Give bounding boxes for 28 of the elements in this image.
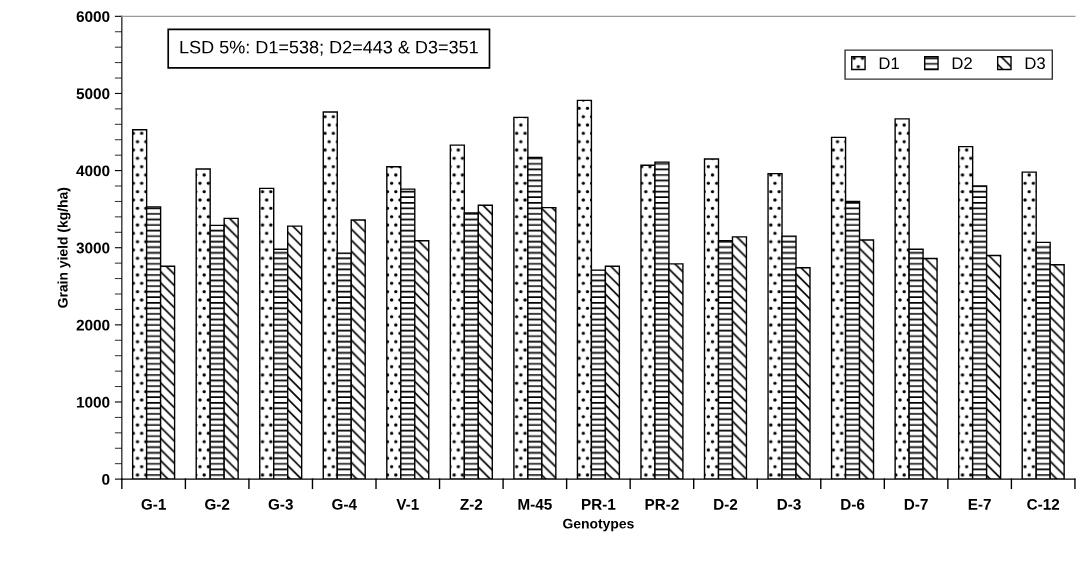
x-tick-label: PR-1 — [582, 499, 616, 510]
y-tick-label: 4000 — [76, 165, 110, 177]
y-axis-title: Grain yield (kg/ha) — [57, 187, 71, 308]
x-tick-label: C-12 — [1027, 498, 1060, 510]
x-tick-label: D-6 — [841, 498, 865, 510]
legend-label: D1 — [879, 57, 899, 69]
legend-label: D3 — [1025, 57, 1045, 70]
x-tick-label: D-2 — [714, 498, 738, 510]
y-tick-label: 3000 — [76, 242, 110, 254]
x-tick-label: G-3 — [268, 498, 293, 510]
y-tick-label: 6000 — [76, 11, 110, 23]
x-tick-label: M-45 — [518, 499, 552, 510]
y-tick-label: 0 — [102, 473, 110, 485]
x-tick-label: D-3 — [777, 498, 801, 510]
legend-label: D2 — [952, 57, 972, 69]
x-axis-title: Genotypes — [563, 518, 634, 532]
x-tick-label: V-1 — [396, 499, 419, 510]
annotation: LSD 5%: D1=538; D2=443 & D3=351 — [180, 40, 478, 56]
x-tick-label: G-1 — [141, 498, 166, 510]
x-tick-label: G-2 — [205, 498, 230, 510]
x-tick-label: Z-2 — [460, 498, 483, 510]
y-tick-label: 2000 — [76, 319, 110, 331]
x-tick-label: D-7 — [904, 499, 928, 510]
y-tick-label: 5000 — [76, 88, 110, 100]
y-tick-label: 1000 — [77, 396, 110, 408]
x-tick-label: PR-2 — [645, 498, 679, 510]
x-tick-label: E-7 — [968, 499, 991, 510]
x-tick-label: G-4 — [332, 498, 357, 510]
